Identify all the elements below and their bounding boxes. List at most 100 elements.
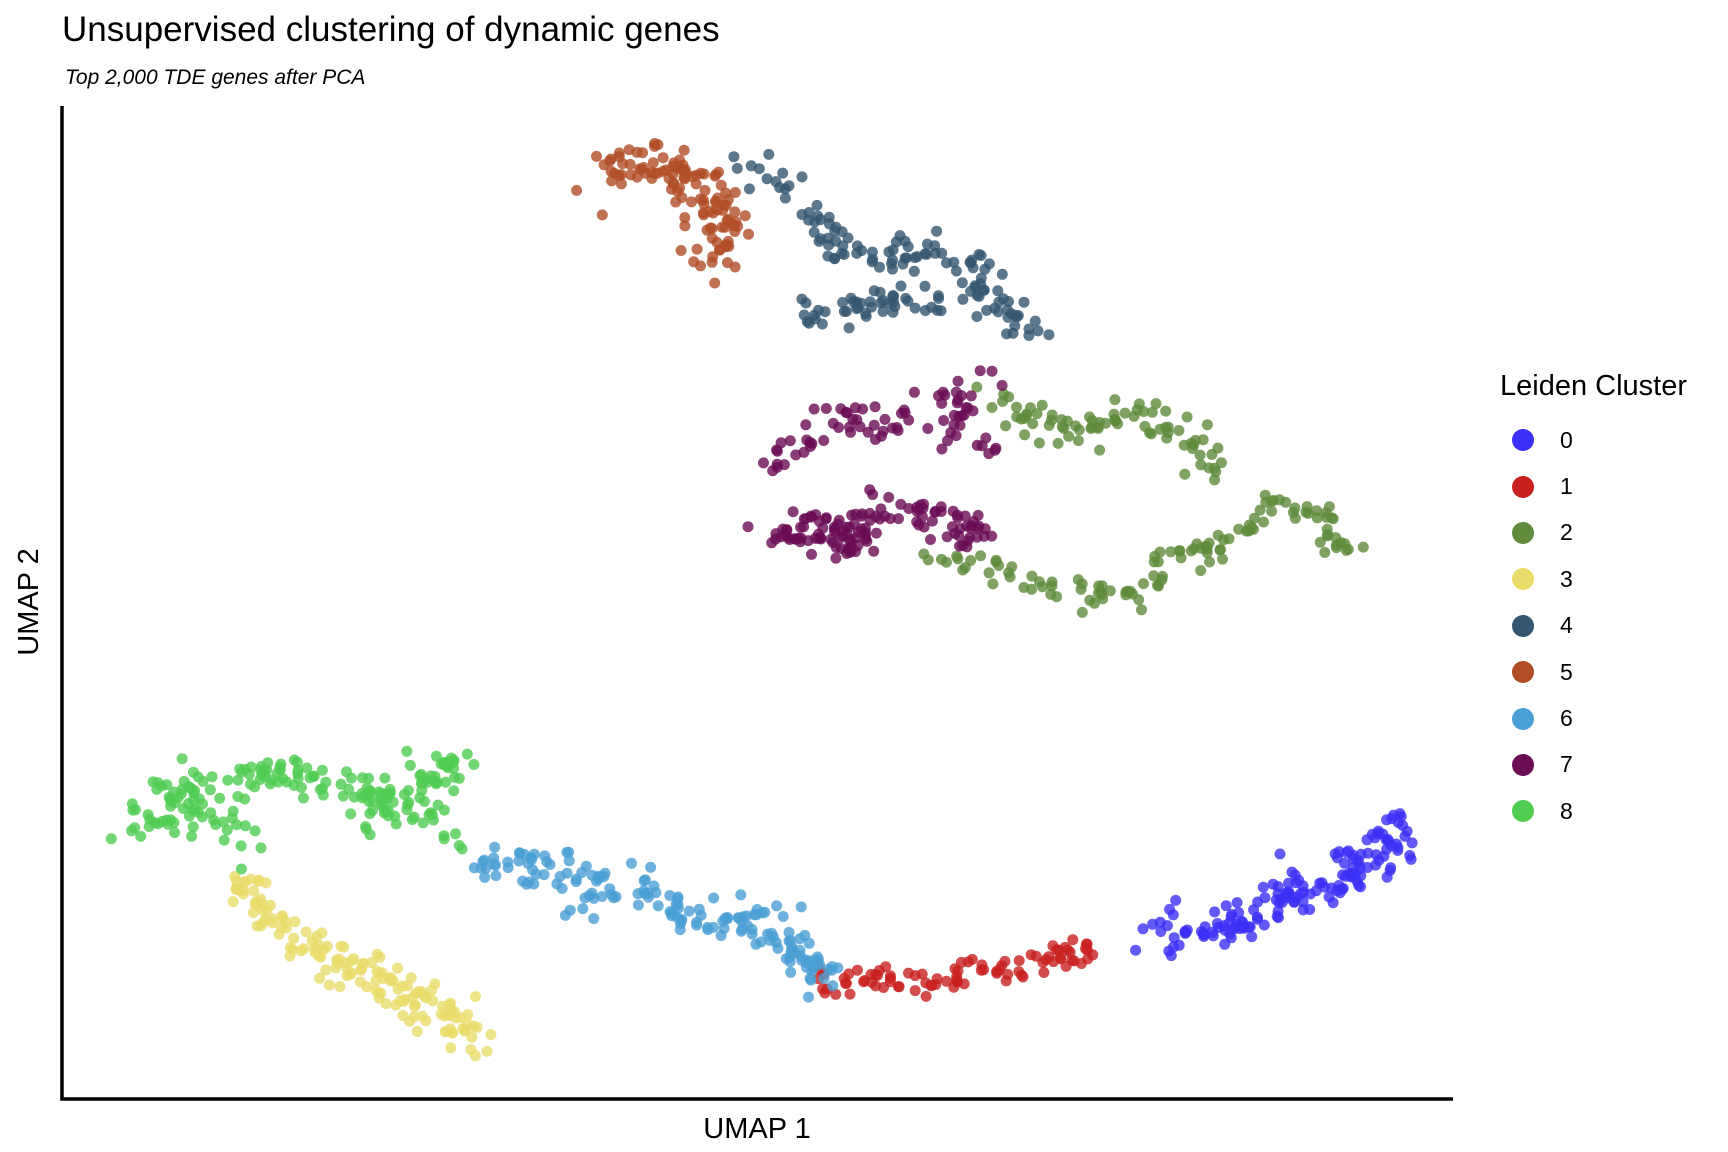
legend-swatch — [1512, 521, 1534, 544]
point-cluster-2 — [1214, 544, 1226, 556]
point-cluster-6 — [750, 938, 762, 950]
point-cluster-8 — [274, 761, 286, 773]
point-cluster-1 — [991, 967, 1003, 979]
point-cluster-3 — [361, 981, 373, 993]
point-cluster-3 — [313, 950, 325, 962]
point-cluster-4 — [866, 256, 878, 268]
point-cluster-4 — [1007, 327, 1019, 339]
point-cluster-0 — [1273, 897, 1285, 909]
point-cluster-0 — [1323, 891, 1335, 903]
point-cluster-2 — [1195, 565, 1207, 576]
point-cluster-6 — [806, 965, 818, 977]
point-cluster-4 — [1032, 325, 1044, 337]
point-cluster-3 — [264, 899, 276, 911]
point-cluster-1 — [1025, 949, 1037, 961]
point-cluster-3 — [405, 972, 417, 984]
point-cluster-4 — [823, 211, 835, 223]
point-cluster-4 — [783, 180, 795, 192]
point-cluster-3 — [392, 962, 404, 974]
point-cluster-8 — [440, 758, 452, 770]
point-cluster-4 — [902, 295, 914, 307]
point-cluster-2 — [1133, 594, 1145, 606]
point-cluster-8 — [162, 818, 174, 830]
point-cluster-5 — [709, 170, 721, 182]
point-cluster-5 — [729, 206, 741, 218]
legend-swatch — [1512, 661, 1534, 684]
point-cluster-2 — [951, 550, 963, 562]
point-cluster-1 — [940, 975, 952, 987]
point-cluster-1 — [851, 964, 863, 976]
point-cluster-5 — [698, 198, 710, 210]
point-cluster-6 — [521, 878, 533, 890]
point-cluster-4 — [842, 232, 854, 244]
point-cluster-8 — [468, 759, 480, 770]
point-cluster-4 — [997, 293, 1009, 305]
point-cluster-3 — [334, 981, 346, 992]
point-cluster-7 — [820, 512, 832, 524]
point-cluster-8 — [345, 808, 357, 820]
point-cluster-0 — [1137, 923, 1149, 935]
point-cluster-8 — [185, 782, 197, 794]
point-cluster-2 — [990, 556, 1002, 568]
point-cluster-8 — [422, 776, 433, 788]
point-cluster-2 — [1217, 553, 1228, 565]
point-cluster-6 — [777, 911, 789, 922]
point-cluster-4 — [926, 301, 938, 313]
point-cluster-7 — [918, 521, 930, 533]
point-cluster-6 — [513, 855, 525, 867]
point-cluster-3 — [320, 964, 332, 976]
point-cluster-2 — [1070, 420, 1082, 432]
point-cluster-2 — [1195, 459, 1207, 471]
point-cluster-5 — [712, 192, 724, 204]
point-cluster-8 — [129, 822, 141, 834]
point-cluster-0 — [1298, 886, 1310, 898]
point-cluster-7 — [868, 419, 880, 431]
point-cluster-1 — [1038, 967, 1050, 978]
point-cluster-2 — [959, 562, 971, 574]
point-cluster-4 — [1018, 296, 1030, 308]
point-cluster-2 — [1258, 516, 1269, 528]
point-cluster-2 — [1179, 468, 1191, 480]
point-cluster-3 — [227, 896, 239, 908]
point-cluster-8 — [165, 800, 177, 812]
point-cluster-2 — [1046, 580, 1058, 592]
point-cluster-8 — [404, 759, 416, 771]
point-cluster-6 — [502, 856, 514, 868]
point-cluster-6 — [596, 891, 608, 902]
point-cluster-2 — [1149, 550, 1161, 562]
point-cluster-2 — [1280, 496, 1292, 508]
point-cluster-3 — [406, 992, 418, 1004]
point-cluster-7 — [922, 423, 934, 434]
point-cluster-1 — [1080, 938, 1092, 950]
point-cluster-5 — [690, 178, 702, 190]
point-cluster-5 — [715, 179, 727, 191]
point-cluster-1 — [1000, 975, 1012, 987]
point-cluster-8 — [314, 784, 326, 796]
point-cluster-7 — [926, 515, 938, 527]
point-cluster-5 — [701, 224, 713, 236]
point-cluster-2 — [1209, 462, 1220, 474]
point-cluster-8 — [417, 817, 429, 829]
point-cluster-4 — [796, 293, 808, 305]
point-cluster-4 — [971, 311, 983, 322]
point-cluster-2 — [1045, 414, 1057, 426]
point-cluster-1 — [830, 988, 842, 1000]
point-cluster-2 — [1212, 529, 1224, 541]
point-cluster-7 — [848, 518, 860, 530]
point-cluster-8 — [210, 819, 222, 830]
point-cluster-6 — [561, 846, 573, 858]
point-cluster-8 — [438, 804, 450, 816]
point-cluster-3 — [385, 975, 397, 987]
point-cluster-8 — [423, 809, 435, 821]
point-cluster-8 — [364, 785, 376, 797]
point-cluster-4 — [822, 250, 834, 262]
point-cluster-2 — [1148, 570, 1160, 582]
legend-swatch — [1512, 614, 1534, 637]
point-cluster-4 — [1023, 330, 1035, 341]
legend-swatch — [1512, 568, 1534, 591]
point-cluster-7 — [804, 436, 816, 448]
point-cluster-7 — [937, 386, 949, 398]
point-cluster-8 — [161, 779, 173, 791]
point-cluster-4 — [743, 183, 755, 195]
point-cluster-2 — [1178, 439, 1190, 451]
